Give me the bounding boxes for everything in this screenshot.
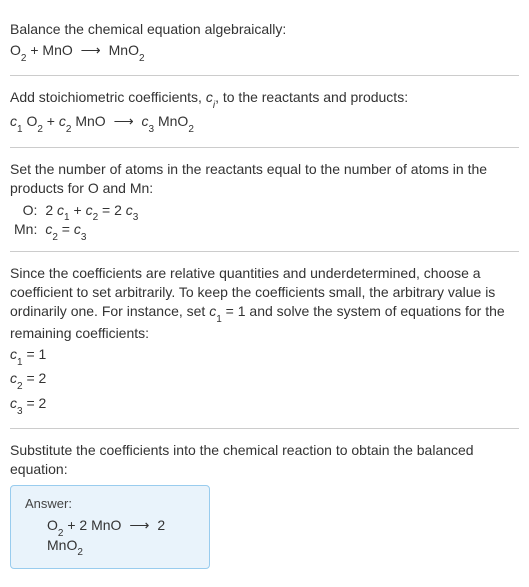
atom-balance-table: O: 2 c1 + c2 = 2 c3 Mn: c2 = c3 [10, 202, 142, 242]
species-MnO: MnO [42, 42, 72, 58]
section-atom-balance: Set the number of atoms in the reactants… [10, 148, 519, 252]
solve-text: Since the coefficients are relative quan… [10, 264, 519, 343]
row-eq-Mn: c2 = c3 [41, 221, 142, 241]
section-add-coefficients: Add stoichiometric coefficients, ci, to … [10, 76, 519, 148]
species-MnO2: MnO2 [109, 42, 145, 58]
solution-c3: c3 = 2 [10, 394, 519, 416]
plus-sign: + [26, 42, 42, 58]
solution-c1: c1 = 1 [10, 345, 519, 367]
reaction-arrow: ⟶ [77, 42, 105, 58]
substitute-text: Substitute the coefficients into the che… [10, 441, 519, 479]
reaction-arrow: ⟶ [125, 517, 153, 533]
add-coeff-text: Add stoichiometric coefficients, ci, to … [10, 88, 519, 110]
section-problem: Balance the chemical equation algebraica… [10, 8, 519, 76]
species-MnO2: MnO2 [158, 113, 194, 129]
answer-equation: O2 + 2 MnO ⟶ 2 MnO2 [25, 517, 195, 557]
species-MnO: MnO [91, 517, 121, 533]
problem-text: Balance the chemical equation algebraica… [10, 20, 519, 39]
species-O2: O2 [47, 517, 63, 533]
table-row: Mn: c2 = c3 [10, 221, 142, 241]
species-MnO2: MnO2 [47, 537, 83, 553]
section-solve: Since the coefficients are relative quan… [10, 252, 519, 429]
species-O2: O2 [10, 42, 26, 58]
section-substitute: Substitute the coefficients into the che… [10, 429, 519, 579]
table-row: O: 2 c1 + c2 = 2 c3 [10, 202, 142, 222]
atom-balance-text: Set the number of atoms in the reactants… [10, 160, 519, 198]
row-label-O: O: [10, 202, 41, 222]
solution-c2: c2 = 2 [10, 369, 519, 391]
row-eq-O: 2 c1 + c2 = 2 c3 [41, 202, 142, 222]
answer-label: Answer: [25, 496, 195, 511]
answer-box: Answer: O2 + 2 MnO ⟶ 2 MnO2 [10, 485, 210, 570]
coeff-equation: c1 O2 + c2 MnO ⟶ c3 MnO2 [10, 112, 519, 134]
species-O2: O2 [26, 113, 42, 129]
row-label-Mn: Mn: [10, 221, 41, 241]
problem-equation: O2 + MnO ⟶ MnO2 [10, 41, 519, 63]
species-MnO: MnO [75, 113, 105, 129]
reaction-arrow: ⟶ [110, 113, 138, 129]
